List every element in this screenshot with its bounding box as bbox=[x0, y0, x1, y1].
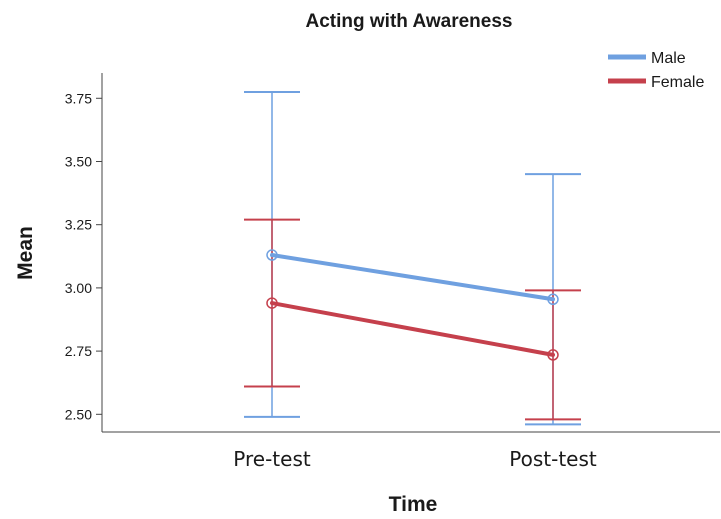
y-tick-label: 3.00 bbox=[65, 280, 92, 296]
male-data-point bbox=[547, 293, 559, 306]
y-tick-label: 3.75 bbox=[65, 90, 92, 106]
x-axis-title: Time bbox=[389, 493, 438, 516]
x-tick-label: Pre-test bbox=[233, 447, 311, 471]
y-tick-label: 3.25 bbox=[65, 217, 92, 233]
chart-title: Acting with Awareness bbox=[306, 11, 513, 32]
x-tick-label: Post-test bbox=[509, 447, 597, 471]
male-series-line bbox=[270, 253, 555, 302]
y-tick-label: 3.50 bbox=[65, 153, 92, 169]
male-data-point bbox=[266, 249, 278, 261]
legend-label-male: Male bbox=[651, 50, 686, 67]
female-data-point bbox=[547, 349, 559, 361]
legend: Male Female bbox=[608, 50, 704, 91]
female-data-point bbox=[266, 297, 278, 309]
x-tick-group: Pre-test Post-test bbox=[233, 447, 597, 471]
y-axis-title: Mean bbox=[14, 226, 37, 280]
plot-area bbox=[244, 90, 581, 426]
y-tick-label: 2.75 bbox=[65, 343, 92, 359]
legend-label-female: Female bbox=[651, 74, 704, 91]
y-tick-group: 2.50 2.75 3.00 3.25 3.50 3.75 bbox=[65, 90, 102, 422]
female-series-line bbox=[270, 301, 555, 357]
y-tick-label: 2.50 bbox=[65, 406, 92, 422]
